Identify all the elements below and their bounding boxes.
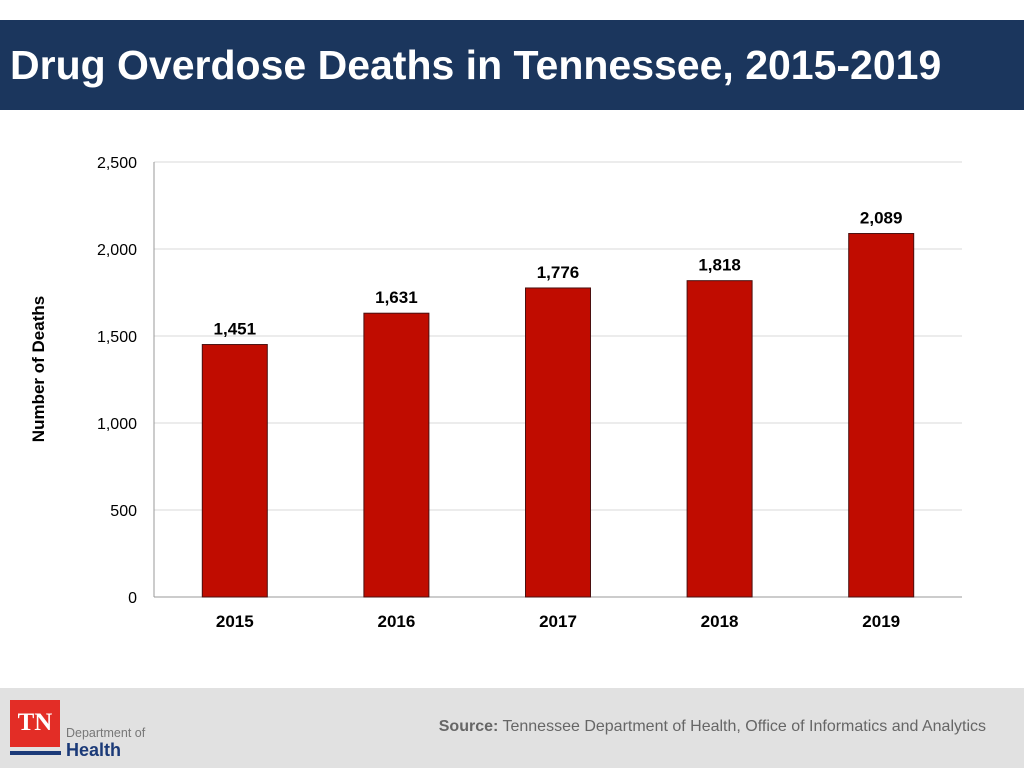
data-labels: 1,451 1,631 1,776 1,818 2,089 (214, 209, 903, 339)
y-axis-label: Number of Deaths (29, 296, 48, 442)
y-tick-label: 2,500 (97, 155, 137, 172)
x-tick-label: 2019 (862, 612, 900, 631)
x-tick-label: 2016 (377, 612, 415, 631)
data-label: 1,451 (214, 320, 257, 339)
source-text: Tennessee Department of Health, Office o… (502, 718, 986, 735)
y-tick-label: 1,500 (97, 329, 137, 346)
bars (201, 233, 915, 598)
bar-2018 (686, 280, 753, 598)
y-tick-label: 0 (128, 590, 137, 607)
logo-department: Department of (66, 726, 146, 740)
logo-underline (10, 751, 61, 755)
x-tick-label: 2018 (701, 612, 739, 631)
bar-chart: 0 500 1,000 1,500 2,000 2,500 1,451 1,631 1,776… (29, 155, 962, 631)
data-label: 1,776 (537, 263, 580, 282)
bar-2015 (201, 344, 268, 598)
x-tick-label: 2015 (216, 612, 254, 631)
footer: TN Department of Health Source: Tennesse… (0, 688, 1024, 768)
source-note: Source: Tennessee Department of Health, … (439, 718, 986, 736)
bar-2019 (848, 233, 915, 598)
data-label: 2,089 (860, 209, 903, 228)
y-tick-label: 2,000 (97, 242, 137, 259)
y-tick-label: 1,000 (97, 416, 137, 433)
x-tick-labels: 2015 2016 2017 2018 2019 (216, 612, 900, 631)
tn-logo-mark: TN (10, 700, 60, 747)
source-label: Source: (438, 718, 499, 735)
x-tick-label: 2017 (539, 612, 577, 631)
bar-2017 (525, 287, 591, 598)
y-tick-label: 500 (110, 503, 137, 520)
bar-2016 (363, 312, 430, 598)
data-label: 1,631 (375, 288, 418, 307)
tn-health-logo: TN Department of Health (10, 700, 150, 760)
title-bar: Drug Overdose Deaths in Tennessee, 2015-… (0, 20, 1024, 110)
data-label: 1,818 (698, 256, 741, 275)
page-title: Drug Overdose Deaths in Tennessee, 2015-… (10, 42, 942, 88)
logo-health: Health (66, 740, 122, 760)
y-tick-labels: 0 500 1,000 1,500 2,000 2,500 (97, 155, 137, 607)
